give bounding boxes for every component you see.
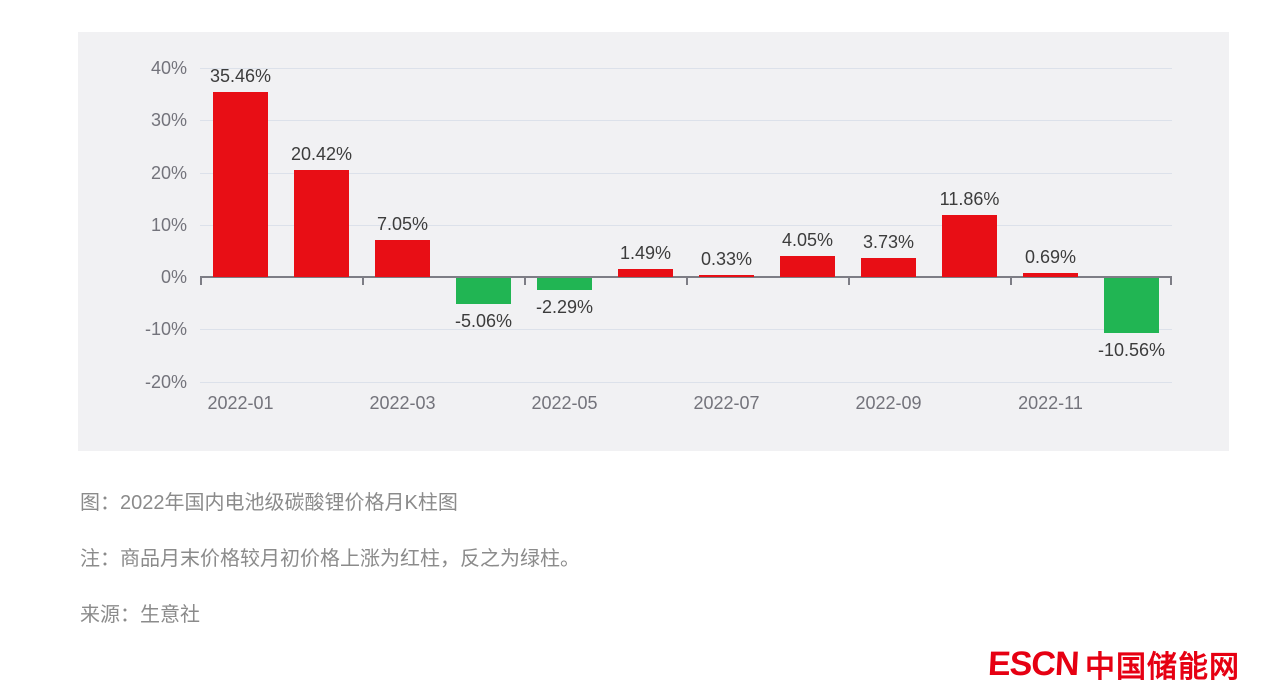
x-tick-2022-07: 2022-07: [693, 393, 760, 413]
bar-2022-03: [375, 240, 430, 277]
bar-2022-11: [1023, 273, 1078, 277]
value-label-2022-02: 20.42%: [290, 144, 353, 165]
x-axis-tick: [1010, 277, 1012, 285]
y-tick-20%: 20%: [150, 162, 187, 183]
gridline--20%: [200, 381, 1172, 383]
x-axis-tick: [524, 277, 526, 285]
gridline-10%: [200, 224, 1172, 226]
bar-2022-07: [699, 275, 754, 277]
x-tick-2022-09: 2022-09: [855, 393, 922, 413]
value-label-2022-05: -2.29%: [535, 296, 594, 317]
y-tick-10%: 10%: [150, 214, 187, 235]
y-tick--10%: -10%: [144, 319, 187, 340]
value-label-2022-01: 35.46%: [209, 65, 272, 86]
gridline-40%: [200, 68, 1172, 69]
bar-2022-12: [1104, 278, 1159, 334]
y-tick--20%: -20%: [144, 371, 187, 392]
value-label-2022-04: -5.06%: [454, 311, 513, 332]
y-tick-30%: 30%: [150, 110, 187, 131]
y-tick-40%: 40%: [150, 58, 187, 78]
monthly-k-bar-chart: 35.46% 20.42% 7.05% -5.06% -2.29% 1.49% 0.33% 4…: [200, 32, 1172, 451]
value-label-2022-07: 0.33%: [700, 249, 753, 269]
y-tick-0%: 0%: [160, 267, 187, 287]
bar-2022-09: [861, 257, 916, 277]
x-axis-tick: [1170, 277, 1172, 285]
x-tick-2022-03: 2022-03: [369, 393, 436, 413]
x-tick-2022-05: 2022-05: [531, 393, 598, 413]
bar-2022-01: [213, 91, 268, 277]
bar-2022-08: [780, 255, 835, 277]
chart-panel: 35.46% 20.42% 7.05% -5.06% -2.29% 1.49% 0.33% 4…: [78, 32, 1229, 451]
gridline--10%: [200, 329, 1172, 331]
gridline-20%: [200, 172, 1172, 174]
bar-2022-05: [537, 278, 592, 290]
x-tick-2022-11: 2022-11: [1018, 393, 1083, 413]
note-caption: 注：商品月末价格较月初价格上涨为红柱，反之为绿柱。: [80, 548, 580, 570]
x-tick-2022-01: 2022-01: [207, 393, 274, 413]
value-label-2022-08: 4.05%: [781, 229, 834, 250]
x-axis-tick: [200, 277, 202, 285]
value-label-2022-06: 1.49%: [619, 243, 672, 264]
bar-2022-02: [294, 170, 349, 277]
value-label-2022-11: 0.69%: [1024, 247, 1077, 268]
logo-text-escn: ESCN: [986, 644, 1080, 683]
value-label-2022-10: 11.86%: [939, 189, 1000, 210]
x-axis-tick: [686, 277, 688, 285]
bar-2022-10: [942, 215, 997, 277]
x-axis-tick: [362, 277, 364, 285]
logo-text-chinese: 中国储能网: [1085, 651, 1240, 684]
value-label-2022-09: 3.73%: [862, 231, 915, 252]
value-label-2022-12: -10.56%: [1097, 340, 1166, 361]
value-label-2022-03: 7.05%: [376, 214, 429, 235]
escn-logo: ESCN 中国储能网: [986, 642, 1240, 686]
figure-caption: 图：2022年国内电池级碳酸锂价格月K柱图: [80, 492, 458, 514]
x-axis-tick: [848, 277, 850, 285]
source-caption: 来源：生意社: [80, 604, 200, 626]
gridline-30%: [200, 120, 1172, 122]
bar-2022-06: [618, 269, 673, 277]
bar-2022-04: [456, 278, 511, 305]
